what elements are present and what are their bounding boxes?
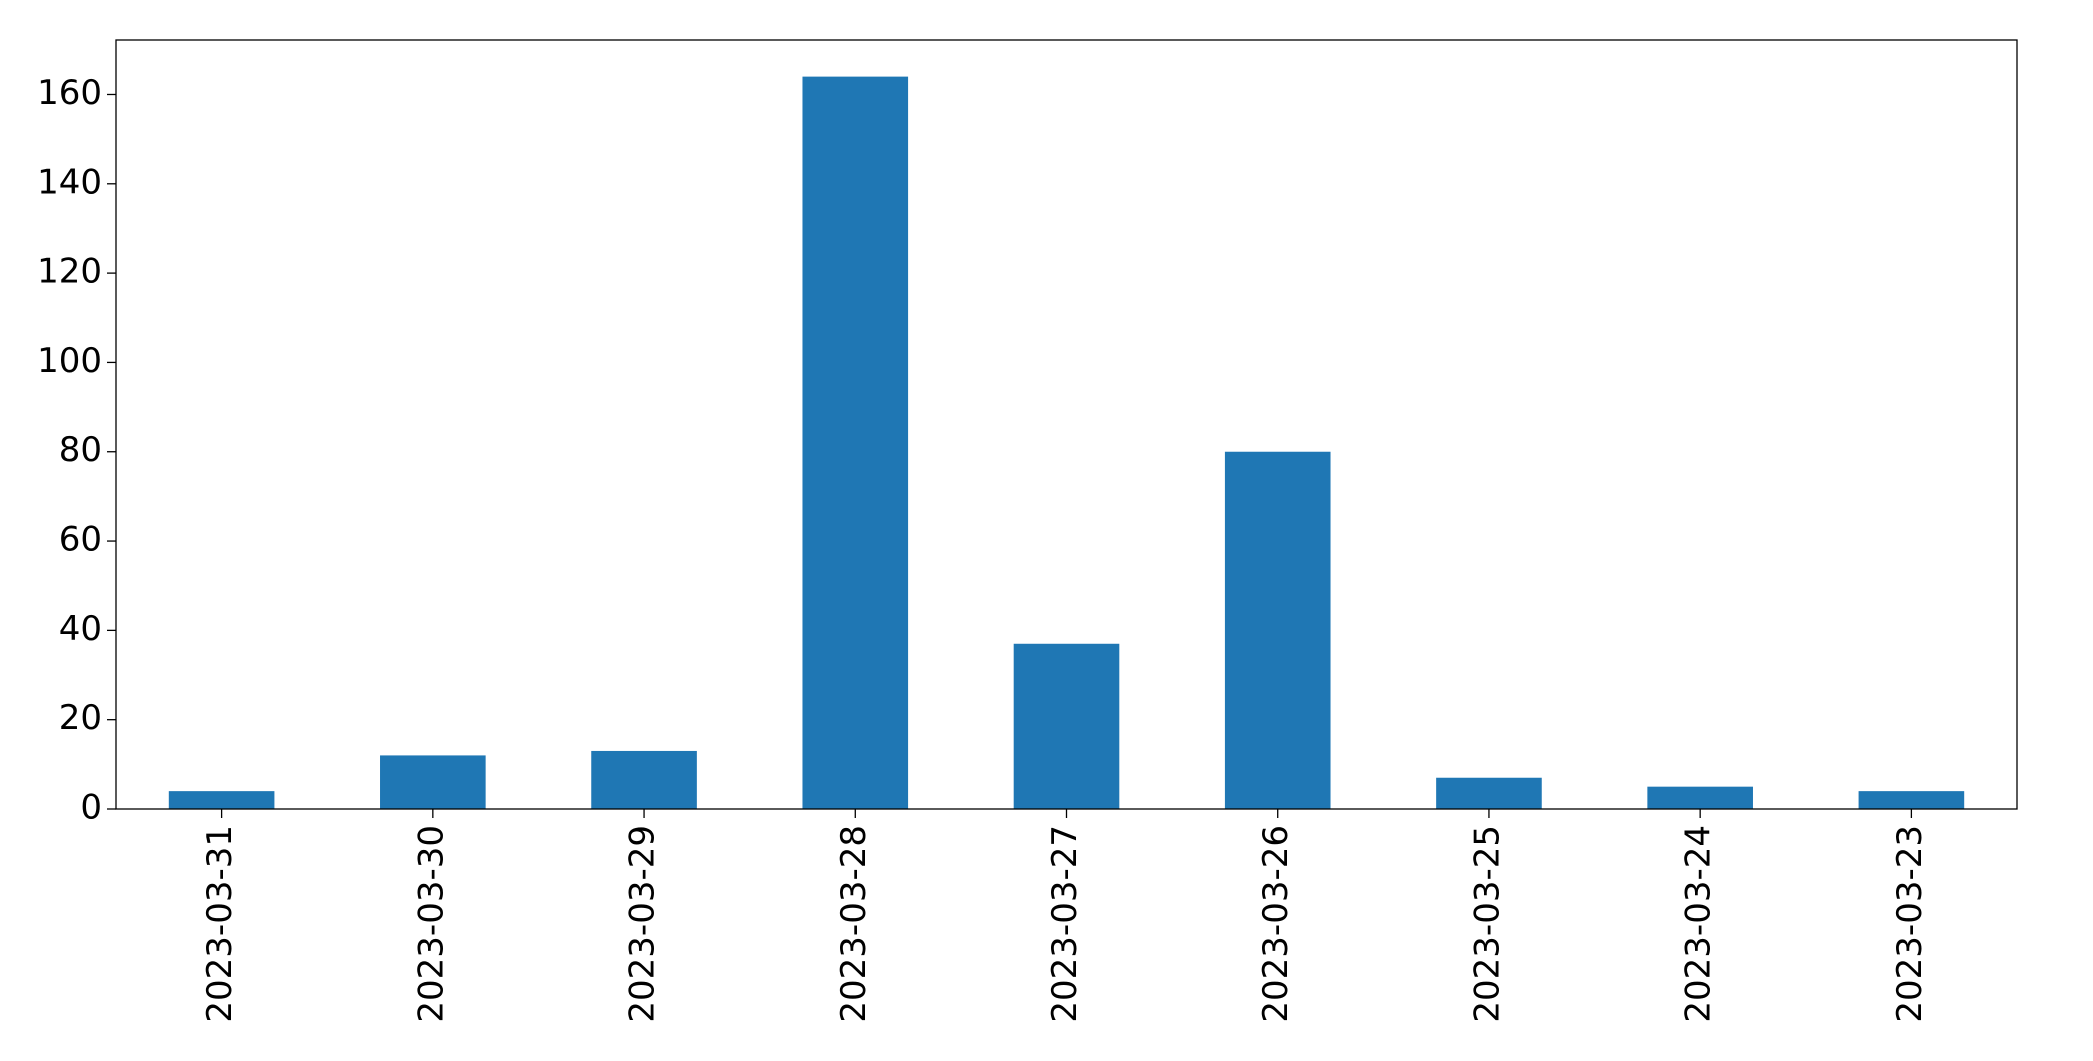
bar: [168, 791, 275, 809]
bar: [1224, 451, 1331, 809]
plot-frame: [115, 39, 2018, 810]
bar: [1647, 786, 1753, 809]
bar: [591, 750, 697, 809]
bar: [1858, 791, 1965, 809]
y-tick-label: 100: [37, 341, 102, 381]
y-tick-label: 20: [59, 698, 102, 738]
bar: [1436, 777, 1542, 809]
bar: [380, 755, 486, 809]
y-tick-label: 120: [37, 252, 102, 292]
bar: [1013, 643, 1120, 809]
x-tick-label: 2023-03-26: [1256, 825, 1296, 1023]
x-tick-label: 2023-03-29: [623, 825, 663, 1023]
y-tick-label: 40: [59, 609, 102, 649]
x-tick-label: 2023-03-27: [1045, 825, 1085, 1023]
bar: [802, 76, 909, 810]
x-tick-label: 2023-03-31: [200, 825, 240, 1023]
x-tick-label: 2023-03-28: [834, 825, 874, 1023]
x-tick-label: 2023-03-24: [1679, 825, 1719, 1023]
x-tick-label: 2023-03-30: [411, 825, 451, 1023]
y-tick-label: 140: [37, 162, 102, 202]
y-tick-label: 160: [37, 73, 102, 113]
x-tick-label: 2023-03-23: [1890, 825, 1930, 1023]
x-tick-label: 2023-03-25: [1467, 825, 1507, 1023]
y-tick-label: 0: [80, 788, 102, 828]
y-tick-label: 60: [59, 520, 102, 560]
y-tick-label: 80: [59, 430, 102, 470]
